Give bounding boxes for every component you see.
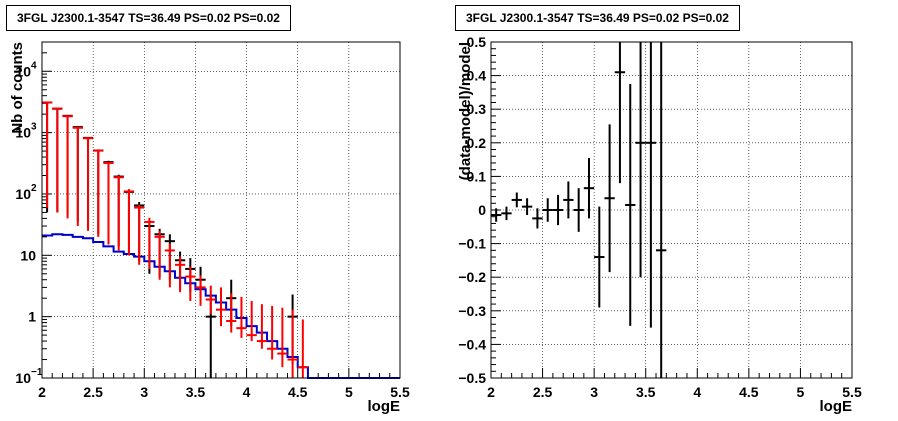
right-y-tick-label: −0.2 bbox=[458, 269, 486, 285]
right-x-tick-label: 2 bbox=[487, 384, 495, 400]
left-y-tick-exponent: 4 bbox=[31, 60, 37, 71]
left-y-tick-exponent: −1 bbox=[31, 367, 43, 378]
left-y-tick-label: 10 bbox=[15, 63, 31, 79]
left-x-tick-label: 2.5 bbox=[83, 384, 103, 400]
left-chart-title: 3FGL J2300.1-3547 TS=36.49 PS=0.02 PS=0.… bbox=[6, 5, 291, 31]
right-y-tick-label: 0.2 bbox=[467, 135, 487, 151]
right-x-axis-label: logE bbox=[820, 398, 853, 415]
left-plot-area bbox=[42, 42, 400, 378]
right-x-tick-label: 4 bbox=[693, 384, 701, 400]
right-y-tick-label: 0.3 bbox=[467, 101, 487, 117]
right-plot-frame bbox=[490, 41, 853, 379]
left-x-axis-label: logE bbox=[368, 398, 401, 415]
left-x-tick-label: 5.5 bbox=[390, 384, 410, 400]
right-residual-series bbox=[491, 42, 667, 378]
right-y-tick-label: 0.5 bbox=[467, 34, 487, 50]
left-y-tick-exponent: 3 bbox=[31, 122, 37, 133]
left-data-series-red bbox=[42, 101, 308, 378]
left-y-tick-label: 10 bbox=[15, 125, 31, 141]
right-y-tick-label: −0.5 bbox=[458, 370, 486, 386]
right-chart-title: 3FGL J2300.1-3547 TS=36.49 PS=0.02 PS=0.… bbox=[455, 5, 740, 31]
left-x-tick-label: 3.5 bbox=[186, 384, 206, 400]
left-y-tick-label: 1 bbox=[28, 309, 36, 325]
left-y-tick-label: 10 bbox=[20, 247, 36, 263]
left-y-tick-exponent: 2 bbox=[31, 183, 37, 194]
right-x-tick-label: 2.5 bbox=[533, 384, 553, 400]
left-x-tick-label: 2 bbox=[38, 384, 46, 400]
left-y-axis-label: Nb of counts bbox=[9, 42, 26, 134]
right-y-tick-label: −0.4 bbox=[458, 336, 486, 352]
right-y-axis-label: (data-model)/model bbox=[457, 42, 474, 180]
right-x-tick-label: 3.5 bbox=[636, 384, 656, 400]
left-x-tick-label: 4 bbox=[243, 384, 251, 400]
right-y-tick-label: 0 bbox=[478, 202, 486, 218]
right-y-tick-label: −0.3 bbox=[458, 303, 486, 319]
right-y-tick-label: 0.1 bbox=[467, 168, 487, 184]
right-x-tick-label: 5.5 bbox=[842, 384, 862, 400]
right-y-tick-label: 0.4 bbox=[467, 68, 487, 84]
left-x-tick-label: 5 bbox=[345, 384, 353, 400]
left-y-tick-label: 10 bbox=[15, 370, 31, 386]
left-plot-frame bbox=[41, 41, 401, 379]
right-x-tick-label: 5 bbox=[797, 384, 805, 400]
right-x-tick-label: 4.5 bbox=[739, 384, 759, 400]
left-y-tick-label: 10 bbox=[15, 186, 31, 202]
right-y-tick-label: −0.1 bbox=[458, 236, 486, 252]
right-x-tick-label: 3 bbox=[590, 384, 598, 400]
left-x-tick-label: 4.5 bbox=[288, 384, 308, 400]
left-x-tick-label: 3 bbox=[140, 384, 148, 400]
